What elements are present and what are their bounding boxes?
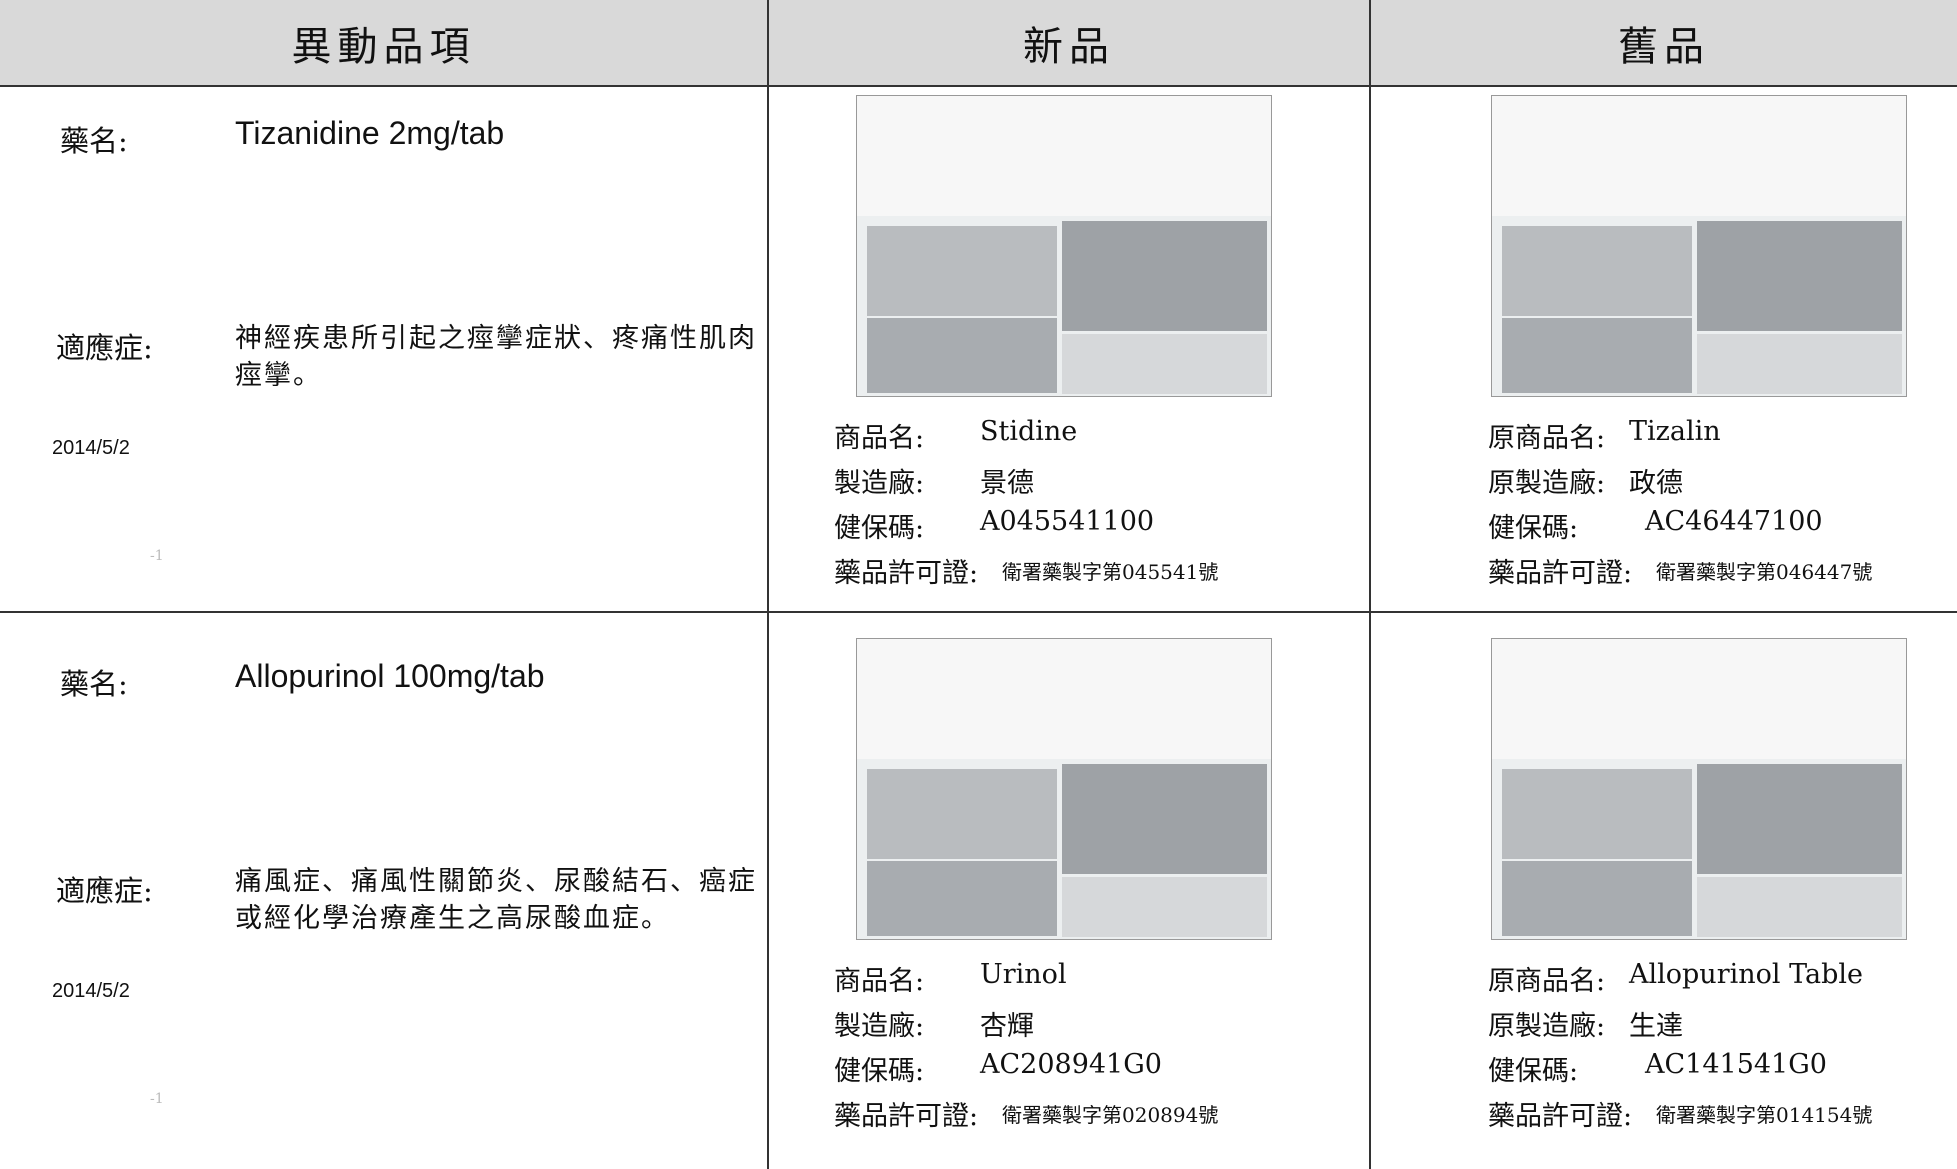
photo-region bbox=[1502, 769, 1692, 859]
new-field-value: Urinol bbox=[980, 959, 1067, 990]
photo-region bbox=[867, 226, 1057, 316]
photo-region bbox=[1697, 221, 1902, 331]
new-field-value: Stidine bbox=[980, 416, 1078, 447]
date: 2014/5/2 bbox=[52, 980, 130, 1002]
photo-region bbox=[1492, 639, 1906, 759]
photo-region bbox=[857, 639, 1271, 759]
photo-region bbox=[1502, 861, 1692, 936]
indication: 神經疾患所引起之痙攣症狀、疼痛性肌肉痙攣。 bbox=[235, 323, 757, 391]
photo-region bbox=[1492, 96, 1906, 216]
new-field-label: 健保碼: bbox=[834, 513, 925, 544]
drug-name: Allopurinol 100mg/tab bbox=[235, 658, 545, 694]
header-cell: 舊品 bbox=[1371, 0, 1957, 87]
old-field-value: 生達 bbox=[1629, 1011, 1683, 1042]
new-field-value: 衛署藥製字第045541號 bbox=[1002, 560, 1219, 584]
old-field-value: AC141541G0 bbox=[1645, 1049, 1827, 1080]
drug-label: 藥名: bbox=[60, 667, 128, 701]
old-field-value: Allopurinol Table bbox=[1629, 959, 1864, 990]
indication-label: 適應症: bbox=[56, 874, 153, 908]
photo-region bbox=[857, 96, 1271, 216]
photo-region bbox=[1697, 764, 1902, 874]
photo-region bbox=[1502, 226, 1692, 316]
photo-region bbox=[867, 861, 1057, 936]
drug-label: 藥名: bbox=[60, 124, 128, 158]
old-field-value: 衛署藥製字第046447號 bbox=[1656, 560, 1873, 584]
drug-name: Tizanidine 2mg/tab bbox=[235, 115, 505, 151]
new-field-value: 衛署藥製字第020894號 bbox=[1002, 1103, 1219, 1127]
old-field-label: 藥品許可證: bbox=[1488, 1101, 1633, 1132]
drug-photo bbox=[856, 638, 1272, 940]
photo-region bbox=[1062, 221, 1267, 331]
drug-photo bbox=[1491, 95, 1907, 397]
old-field-label: 原商品名: bbox=[1488, 423, 1606, 454]
drug-photo bbox=[1491, 638, 1907, 940]
photo-region bbox=[1062, 334, 1267, 394]
old-field-value: 政德 bbox=[1629, 468, 1683, 499]
photo-region bbox=[1697, 334, 1902, 394]
page-mark: -1 bbox=[150, 1091, 164, 1107]
new-field-label: 製造廠: bbox=[834, 1011, 925, 1042]
old-field-label: 藥品許可證: bbox=[1488, 558, 1633, 589]
photo-region bbox=[1062, 877, 1267, 937]
indication: 痛風症、痛風性關節炎、尿酸結石、癌症或經化學治療產生之高尿酸血症。 bbox=[235, 866, 757, 934]
old-field-label: 原製造廠: bbox=[1488, 1011, 1606, 1042]
photo-region bbox=[1502, 318, 1692, 393]
column-divider bbox=[1369, 87, 1371, 1169]
row-divider bbox=[0, 611, 1957, 613]
drug-photo bbox=[856, 95, 1272, 397]
new-field-value: 杏輝 bbox=[980, 1011, 1034, 1042]
indication-label: 適應症: bbox=[56, 331, 153, 365]
photo-region bbox=[1697, 877, 1902, 937]
column-divider bbox=[767, 87, 769, 1169]
old-field-label: 原製造廠: bbox=[1488, 468, 1606, 499]
new-field-label: 藥品許可證: bbox=[834, 558, 979, 589]
old-field-value: 衛署藥製字第014154號 bbox=[1656, 1103, 1873, 1127]
new-field-value: 景德 bbox=[980, 468, 1034, 499]
photo-region bbox=[867, 318, 1057, 393]
new-field-label: 藥品許可證: bbox=[834, 1101, 979, 1132]
old-field-label: 健保碼: bbox=[1488, 513, 1579, 544]
date: 2014/5/2 bbox=[52, 437, 130, 459]
header-cell: 異動品項 bbox=[0, 0, 769, 87]
new-field-label: 商品名: bbox=[834, 423, 925, 454]
new-field-value: AC208941G0 bbox=[980, 1049, 1162, 1080]
old-field-value: AC46447100 bbox=[1645, 506, 1823, 537]
old-field-value: Tizalin bbox=[1629, 416, 1721, 447]
new-field-label: 商品名: bbox=[834, 966, 925, 997]
page-mark: -1 bbox=[150, 548, 164, 564]
new-field-value: A045541100 bbox=[980, 506, 1155, 537]
new-field-label: 製造廠: bbox=[834, 468, 925, 499]
old-field-label: 原商品名: bbox=[1488, 966, 1606, 997]
new-field-label: 健保碼: bbox=[834, 1056, 925, 1087]
photo-region bbox=[867, 769, 1057, 859]
photo-region bbox=[1062, 764, 1267, 874]
old-field-label: 健保碼: bbox=[1488, 1056, 1579, 1087]
header-cell: 新品 bbox=[769, 0, 1371, 87]
